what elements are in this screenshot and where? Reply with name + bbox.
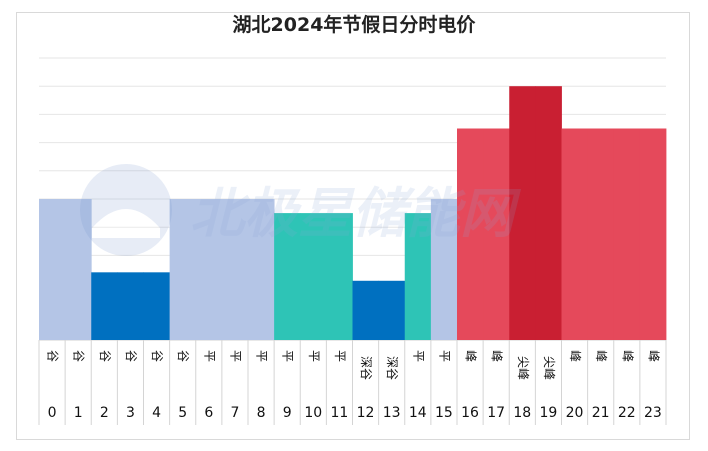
bar [378, 280, 406, 340]
period-label: 平 [307, 350, 321, 362]
period-label: 峰 [646, 350, 660, 362]
bar [561, 128, 589, 340]
period-label: 谷 [98, 350, 112, 362]
hour-label: 18 [513, 405, 531, 421]
bar [169, 199, 197, 340]
period-label: 谷 [176, 350, 190, 362]
bar [39, 199, 66, 340]
period-label: 平 [202, 350, 216, 362]
bar [65, 199, 92, 340]
hour-label: 1 [74, 405, 83, 421]
bar [430, 199, 458, 340]
period-label: 尖峰 [542, 356, 556, 380]
bar [300, 213, 327, 340]
bar [404, 213, 432, 340]
bars [39, 86, 667, 340]
period-label: 平 [281, 350, 295, 362]
bar [326, 213, 353, 340]
period-labels: 谷谷谷谷谷谷平平平平平平深谷 深谷平平峰峰尖峰 尖峰峰峰峰峰 [46, 350, 661, 380]
period-label: 谷 [46, 350, 60, 362]
hour-label: 16 [461, 405, 479, 421]
bar [248, 199, 275, 340]
period-label: 深谷 [385, 356, 399, 380]
hour-label: 10 [304, 405, 322, 421]
bar [91, 272, 118, 340]
bar [352, 280, 380, 340]
hour-label: 13 [383, 405, 401, 421]
bar [639, 128, 667, 340]
bar [613, 128, 641, 340]
bar [509, 86, 536, 340]
bar [535, 86, 562, 340]
bar [483, 128, 510, 340]
hour-labels: 0 1 2 3 4 5 6 7 8 9 10 11 12 13 14 15 16 17 18 19 20 21 22 23 [48, 405, 662, 421]
hour-label: 15 [435, 405, 453, 421]
bar [221, 199, 249, 340]
period-label: 尖峰 [516, 356, 530, 380]
hour-label: 19 [540, 405, 558, 421]
hour-label: 6 [204, 405, 213, 421]
hour-label: 21 [592, 405, 610, 421]
category-dividers [38, 340, 667, 425]
hour-label: 23 [644, 405, 662, 421]
period-label: 峰 [464, 350, 478, 362]
period-label: 谷 [72, 350, 86, 362]
hour-label: 9 [283, 405, 292, 421]
hour-label: 8 [257, 405, 266, 421]
period-label: 平 [228, 350, 242, 362]
watermark: 北极星储能网 [80, 164, 522, 256]
watermark-logo [80, 164, 172, 256]
bar [274, 213, 301, 340]
hour-label: 22 [618, 405, 636, 421]
chart-title: 湖北2024年节假日分时电价 [232, 14, 476, 36]
period-label: 深谷 [359, 356, 373, 380]
bar [587, 128, 615, 340]
bar [117, 272, 144, 340]
hour-label: 14 [409, 405, 427, 421]
hour-label: 0 [48, 405, 57, 421]
hour-label: 4 [152, 405, 161, 421]
period-label: 谷 [124, 350, 138, 362]
hour-label: 11 [331, 405, 349, 421]
hour-label: 12 [357, 405, 375, 421]
hour-label: 3 [126, 405, 135, 421]
hour-label: 5 [178, 405, 187, 421]
watermark-logo-wave [92, 209, 160, 238]
period-label: 平 [255, 350, 269, 362]
period-label: 平 [437, 350, 451, 362]
bar [195, 199, 223, 340]
bar [143, 272, 171, 340]
period-label: 平 [411, 350, 425, 362]
hour-label: 2 [100, 405, 109, 421]
period-label: 峰 [620, 350, 634, 362]
hour-label: 20 [566, 405, 584, 421]
hour-label: 7 [230, 405, 239, 421]
period-label: 峰 [490, 350, 504, 362]
period-label: 峰 [568, 350, 582, 362]
watermark-text: 北极星储能网 [190, 182, 522, 245]
period-label: 谷 [150, 350, 164, 362]
period-label: 峰 [594, 350, 608, 362]
hour-label: 17 [487, 405, 505, 421]
bar [457, 128, 484, 340]
period-label: 平 [333, 350, 347, 362]
